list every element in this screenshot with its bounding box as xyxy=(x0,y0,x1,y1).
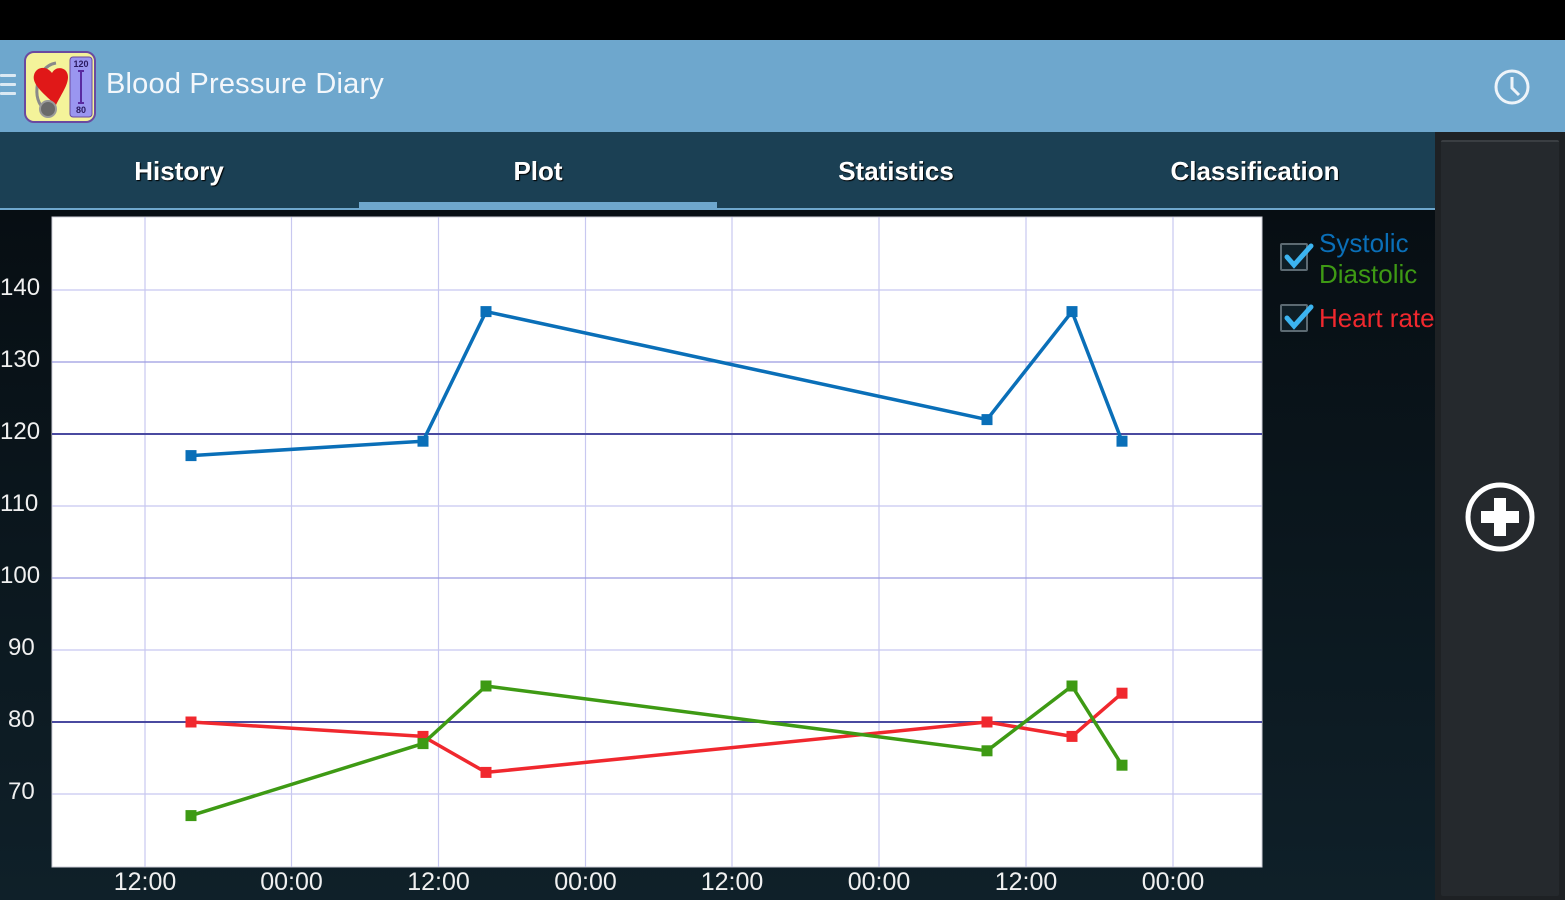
add-entry-button[interactable] xyxy=(1464,481,1536,553)
x-tick-label: 00:00 xyxy=(1141,868,1205,896)
x-tick-label: 00:00 xyxy=(847,868,911,896)
heart-rate-checkbox[interactable] xyxy=(1280,304,1314,332)
tab-plot[interactable]: Plot xyxy=(359,132,717,210)
legend-heart-rate: Heart rate xyxy=(1319,303,1435,334)
y-tick-label: 100 xyxy=(0,562,41,589)
checkmark-icon xyxy=(1284,243,1314,269)
reference-lines xyxy=(52,433,1262,723)
checkmark-icon xyxy=(1284,304,1314,330)
hamburger-icon[interactable] xyxy=(0,74,16,100)
tab-bar: History Plot Statistics Classification xyxy=(0,132,1435,210)
status-bar xyxy=(0,0,1565,40)
y-tick-label: 120 xyxy=(0,418,41,445)
y-tick-label: 80 xyxy=(8,706,35,733)
y-tick-label: 130 xyxy=(0,346,41,373)
app-title: Blood Pressure Diary xyxy=(106,68,384,100)
app-logo-icon[interactable]: 120 80 xyxy=(24,51,96,123)
action-bar xyxy=(0,40,1565,132)
add-circle-icon xyxy=(1465,482,1535,552)
chart-series xyxy=(185,306,1128,822)
tab-history[interactable]: History xyxy=(134,156,224,186)
svg-text:80: 80 xyxy=(76,105,86,115)
legend-diastolic-label: Diastolic xyxy=(1319,259,1418,289)
x-tick-label: 12:00 xyxy=(700,868,764,896)
tab-statistics[interactable]: Statistics xyxy=(838,156,954,186)
legend-diastolic: Diastolic xyxy=(1319,259,1417,290)
svg-text:120: 120 xyxy=(73,59,88,69)
tab-classification[interactable]: Classification xyxy=(1170,156,1340,186)
x-tick-label: 00:00 xyxy=(260,868,323,896)
x-tick-label: 12:00 xyxy=(113,868,177,896)
legend-heart-rate-label: Heart rate xyxy=(1319,303,1435,333)
clock-icon[interactable] xyxy=(1493,68,1531,106)
y-tick-label: 70 xyxy=(8,778,35,805)
y-tick-label: 90 xyxy=(8,634,35,661)
x-tick-label: 00:00 xyxy=(554,868,617,896)
legend-systolic: Systolic xyxy=(1319,228,1409,259)
bp-checkbox[interactable] xyxy=(1280,243,1314,271)
x-tick-label: 12:00 xyxy=(407,868,470,896)
y-tick-label: 110 xyxy=(0,490,39,517)
x-tick-label: 12:00 xyxy=(994,868,1058,896)
legend-systolic-label: Systolic xyxy=(1319,228,1409,258)
y-tick-label: 140 xyxy=(0,274,41,301)
